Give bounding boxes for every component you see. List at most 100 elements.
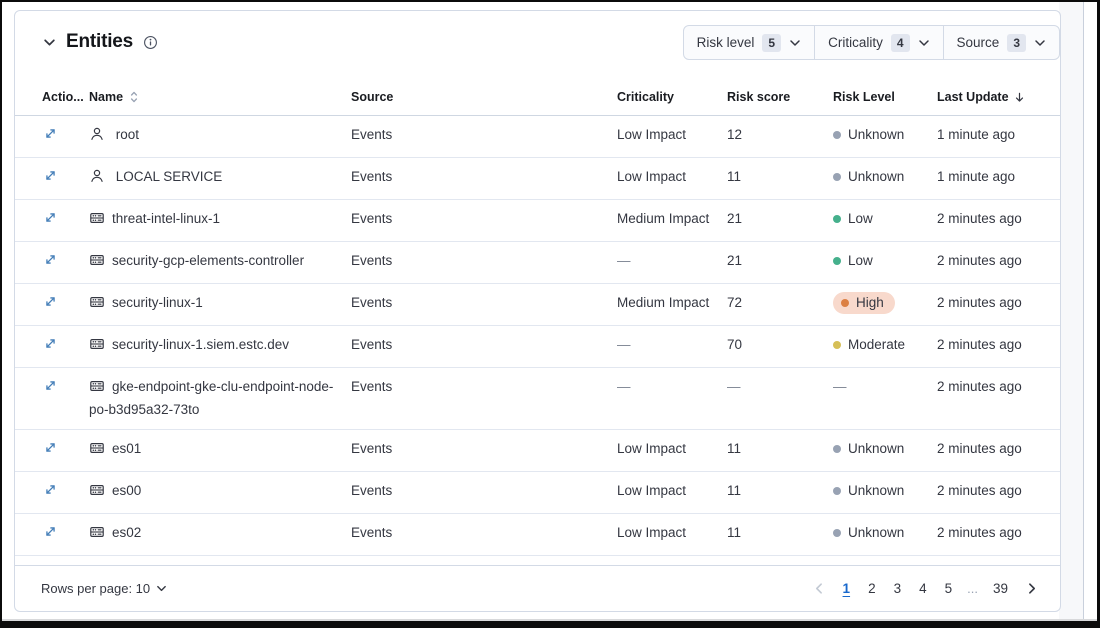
risk-level-cell: Low	[833, 199, 937, 242]
criticality-cell: Low Impact	[617, 513, 727, 556]
source-cell: Events	[351, 115, 617, 158]
table-header-row: Actio... Name Source Criticality Risk sc…	[15, 86, 1060, 116]
last-update-cell: 2 minutes ago	[937, 325, 1060, 368]
pagination-page-4[interactable]: 4	[912, 578, 934, 599]
host-icon	[89, 252, 105, 274]
pagination-next-button[interactable]	[1019, 578, 1044, 599]
expand-icon	[46, 527, 55, 536]
filter-label: Criticality	[828, 35, 883, 50]
table-row: es02 Events Low Impact 11 Unknown 2 minu…	[15, 513, 1060, 556]
risk-level-cell: Unknown	[833, 429, 937, 472]
last-update-cell: 2 minutes ago	[937, 429, 1060, 472]
header-criticality: Criticality	[617, 86, 727, 116]
expand-entity-button[interactable]	[42, 167, 59, 184]
header-risk-score: Risk score	[727, 86, 833, 116]
expand-icon	[46, 297, 55, 306]
risk-level-badge: Unknown	[833, 125, 904, 145]
risk-level-badge: —	[833, 379, 847, 394]
criticality-cell: Medium Impact	[617, 283, 727, 326]
entity-name: security-linux-1	[112, 295, 203, 310]
risk-score-cell: 70	[727, 325, 833, 368]
table-footer: Rows per page: 10 1 2 3 4 5 ... 39	[15, 565, 1060, 611]
entity-name: security-gcp-elements-controller	[112, 253, 305, 268]
filter-group: Risk level 5 Criticality 4 Source 3	[682, 25, 1060, 60]
entity-name: es02	[112, 525, 142, 540]
expand-entity-button[interactable]	[42, 293, 59, 310]
criticality-cell: Medium Impact	[617, 199, 727, 242]
criticality-cell: Low Impact	[617, 115, 727, 158]
pagination: 1 2 3 4 5 ... 39	[807, 578, 1044, 599]
risk-level-cell: Unknown	[833, 471, 937, 514]
risk-dot-icon	[833, 445, 841, 453]
criticality-cell: —	[617, 367, 727, 430]
expand-entity-button[interactable]	[42, 251, 59, 268]
risk-level-cell: High	[833, 283, 937, 326]
pagination-prev-button[interactable]	[807, 578, 832, 599]
expand-entity-button[interactable]	[42, 209, 59, 226]
table-row: security-gcp-elements-controller Events …	[15, 241, 1060, 284]
chevron-right-icon	[1029, 583, 1036, 594]
filter-count-badge: 3	[1007, 33, 1026, 52]
risk-level-badge: Unknown	[833, 481, 904, 501]
filter-count-badge: 5	[762, 33, 782, 52]
expand-icon	[46, 443, 55, 452]
risk-dot-icon	[833, 487, 841, 495]
table-row: security-linux-1.siem.estc.dev Events — …	[15, 325, 1060, 368]
pagination-page-5[interactable]: 5	[938, 578, 960, 599]
source-cell: Events	[351, 513, 617, 556]
last-update-cell: 2 minutes ago	[937, 199, 1060, 242]
pagination-page-3[interactable]: 3	[887, 578, 909, 599]
expand-entity-button[interactable]	[42, 439, 59, 456]
risk-score-cell: 11	[727, 157, 833, 200]
table-row: security-linux-1 Events Medium Impact 72…	[15, 283, 1060, 326]
expand-entity-button[interactable]	[42, 523, 59, 540]
sortable-icon	[130, 91, 138, 103]
expand-entity-button[interactable]	[42, 125, 59, 142]
host-icon	[89, 210, 105, 232]
entities-table: Actio... Name Source Criticality Risk sc…	[15, 86, 1060, 556]
risk-level-cell: Unknown	[833, 513, 937, 556]
entity-name: root	[115, 127, 140, 142]
expand-icon	[46, 485, 55, 494]
title-group: Entities	[41, 31, 158, 53]
last-update-cell: 1 minute ago	[937, 115, 1060, 158]
pagination-ellipsis: ...	[967, 581, 978, 596]
entity-name: security-linux-1.siem.estc.dev	[112, 337, 290, 352]
info-icon[interactable]	[143, 35, 158, 50]
user-icon	[89, 168, 105, 190]
risk-score-cell: 21	[727, 199, 833, 242]
expand-entity-button[interactable]	[42, 481, 59, 498]
pagination-page-39[interactable]: 39	[986, 578, 1015, 599]
panel-header: Entities Risk level 5 Criticality	[15, 11, 1060, 60]
table-row: es01 Events Low Impact 11 Unknown 2 minu…	[15, 429, 1060, 472]
header-last-update[interactable]: Last Update	[937, 86, 1060, 116]
collapse-chevron-icon[interactable]	[41, 34, 58, 51]
filter-risk-level[interactable]: Risk level 5	[684, 26, 816, 59]
pagination-page-2[interactable]: 2	[861, 578, 883, 599]
risk-dot-icon	[833, 529, 841, 537]
risk-level-badge: Low	[833, 209, 873, 229]
risk-dot-icon	[841, 299, 849, 307]
risk-dot-icon	[833, 257, 841, 265]
filter-source[interactable]: Source 3	[944, 26, 1059, 59]
expand-entity-button[interactable]	[42, 335, 59, 352]
chevron-left-icon	[815, 583, 822, 594]
rows-per-page-button[interactable]: Rows per page: 10	[41, 581, 167, 596]
criticality-cell: —	[617, 325, 727, 368]
table-row: root Events Low Impact 12 Unknown 1 minu…	[15, 115, 1060, 158]
filter-criticality[interactable]: Criticality 4	[815, 26, 944, 59]
expand-entity-button[interactable]	[42, 377, 59, 394]
filter-label: Source	[956, 35, 1000, 50]
pagination-page-1[interactable]: 1	[836, 578, 858, 599]
chevron-down-icon	[918, 39, 929, 46]
risk-level-cell: —	[833, 367, 937, 430]
risk-score-cell: 12	[727, 115, 833, 158]
risk-score-cell: —	[727, 367, 833, 430]
last-update-cell: 2 minutes ago	[937, 241, 1060, 284]
risk-level-badge: High	[833, 292, 895, 314]
source-cell: Events	[351, 325, 617, 368]
filter-label: Risk level	[696, 35, 755, 50]
criticality-cell: Low Impact	[617, 471, 727, 514]
header-name[interactable]: Name	[89, 86, 351, 116]
bottom-edge-strip	[2, 619, 1097, 621]
